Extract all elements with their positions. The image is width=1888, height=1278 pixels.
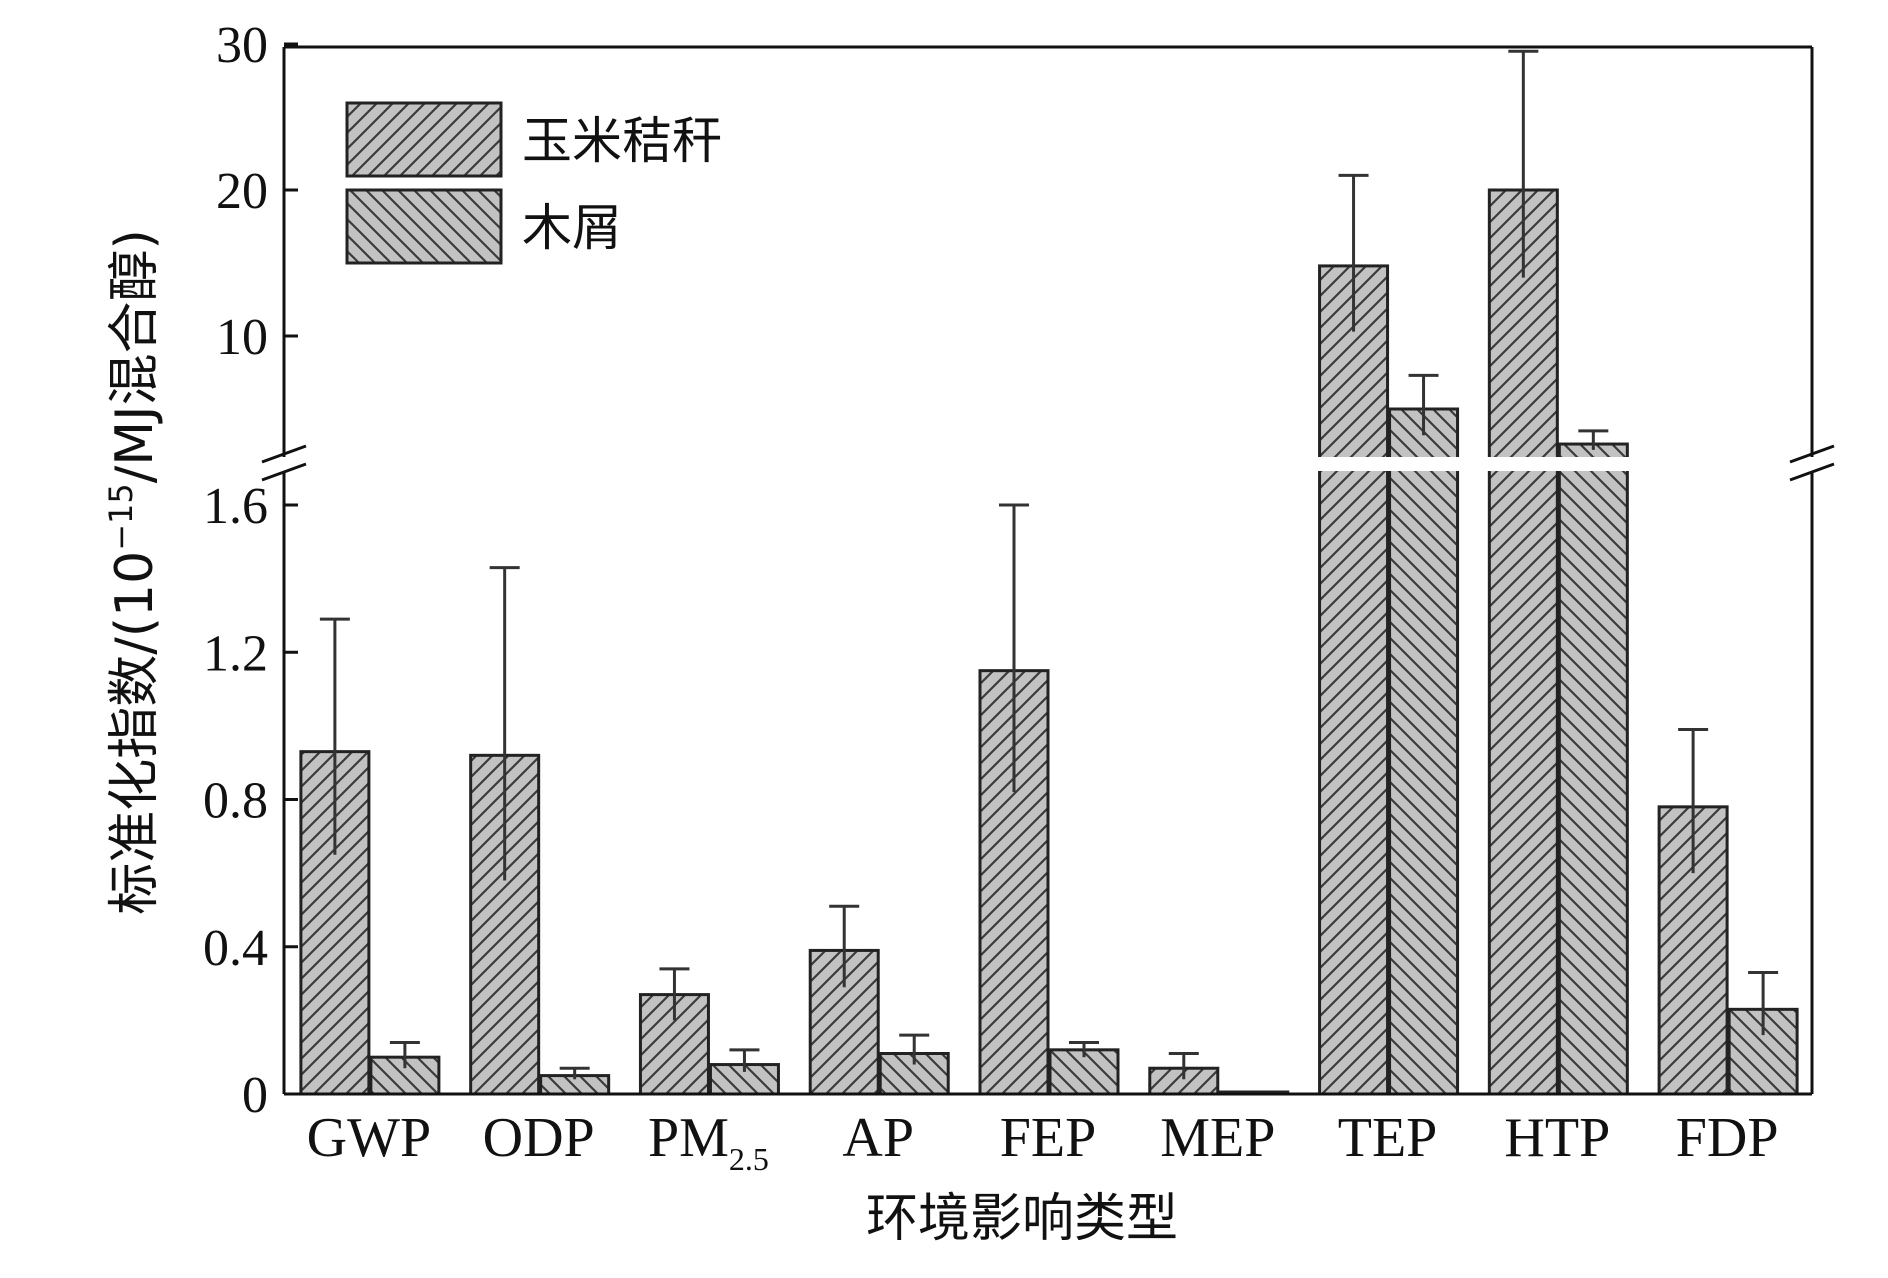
x-tick-label-tep: TEP xyxy=(1338,1107,1438,1169)
y-tick-label: 1.6 xyxy=(203,478,268,535)
axis-break-marks xyxy=(261,444,1835,482)
y-tick-label: 20 xyxy=(216,163,268,220)
x-tick-label-htp: HTP xyxy=(1504,1107,1610,1169)
break-mark-left-2 xyxy=(261,462,307,482)
y-ticks-layer: 0 0.4 0.8 1.2 1.6 10 20 30 xyxy=(203,17,298,1124)
y-tick-label: 0.8 xyxy=(203,773,268,830)
x-tick-label-odp: ODP xyxy=(483,1107,595,1169)
y-tick-label: 1.2 xyxy=(203,625,268,682)
x-axis-title: 环境影响类型 xyxy=(866,1189,1178,1249)
bar-ap-series-1 xyxy=(808,948,880,1096)
y-tick-label: 0 xyxy=(242,1067,268,1124)
y-axis-title: 标准化指数/(10−15/MJ混合醇) xyxy=(102,229,165,915)
y-tick-label: 30 xyxy=(216,17,268,74)
break-mark-left-1 xyxy=(261,444,307,464)
legend-swatch-sawdust xyxy=(345,188,503,265)
error-bars-layer xyxy=(319,49,1779,1080)
break-mark-right-1 xyxy=(1789,444,1835,464)
bar-htp-series-2 xyxy=(1557,442,1629,1096)
y-axis-title-exponent: −15 xyxy=(102,483,140,551)
x-tick-label-pm: PM2.5 xyxy=(648,1107,769,1177)
bar-tep-series-2 xyxy=(1388,407,1460,1096)
legend-label-sawdust: 木屑 xyxy=(522,199,622,257)
axis-frame xyxy=(282,45,1814,1096)
legend-label-corn-stover: 玉米秸秆 xyxy=(522,112,722,170)
x-tick-label-subscript: 2.5 xyxy=(729,1141,769,1177)
x-tick-label-fdp: FDP xyxy=(1676,1107,1779,1169)
y-axis-title-prefix: 标准化指数/(10 xyxy=(105,551,165,915)
y-tick-label: 0.4 xyxy=(203,920,268,977)
bar-tep-series-1 xyxy=(1318,264,1390,1096)
legend: 玉米秸秆 木屑 xyxy=(345,101,722,265)
bar-htp-series-1 xyxy=(1487,188,1559,1096)
legend-swatch-corn-stover xyxy=(345,101,503,178)
x-tick-label-gwp: GWP xyxy=(307,1107,431,1169)
x-category-labels: GWP ODP PM2.5 AP FEP MEP TEP HTP FDP xyxy=(307,1107,1779,1177)
x-tick-label-ap: AP xyxy=(842,1107,914,1169)
axis-break-gap xyxy=(284,457,1812,471)
x-tick-label-fep: FEP xyxy=(1000,1107,1097,1169)
y-axis-title-suffix: /MJ混合醇) xyxy=(105,229,165,483)
y-tick-label: 10 xyxy=(216,309,268,366)
x-tick-label-mep: MEP xyxy=(1160,1107,1275,1169)
bars-layer xyxy=(299,188,1799,1096)
break-mark-right-2 xyxy=(1789,462,1835,482)
